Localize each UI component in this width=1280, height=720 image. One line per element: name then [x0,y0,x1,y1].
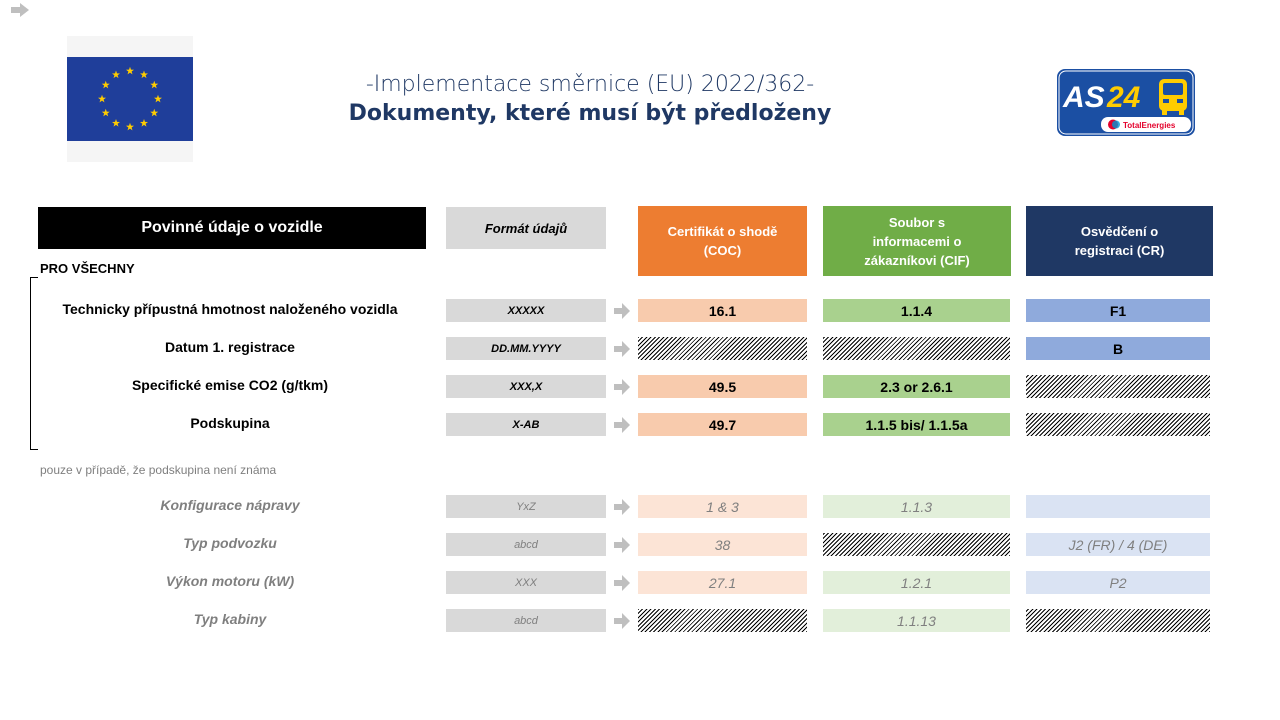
eu-star-icon [140,70,148,79]
cell-coc [638,337,807,360]
page-title-line1: -Implementace směrnice (EU) 2022/362- [365,72,815,97]
eu-star-icon [126,122,134,131]
row-label: Typ podvozku [183,535,277,551]
header-cif: Soubor s informacemi o zákazníkovi (CIF) [823,206,1011,276]
eu-flag [67,36,193,162]
cell-cr [1026,495,1210,518]
row-format: X-AB [446,413,606,436]
row-label: Datum 1. registrace [165,339,295,355]
arrow-right-icon [613,536,631,554]
eu-star-icon [101,108,110,117]
header-cr: Osvědčení o registraci (CR) [1026,206,1213,276]
header-mandatory-data: Povinné údaje o vozidle [38,207,426,249]
cell-coc: 27.1 [638,571,807,594]
cell-cif: 2.3 or 2.6.1 [823,375,1010,398]
header-coc-line2: (COC) [703,243,742,258]
logo-as-text: AS [1062,81,1105,114]
arrow-right-icon [613,612,631,630]
cell-cr: J2 (FR) / 4 (DE) [1026,533,1210,556]
header-data-format: Formát údajů [446,207,606,249]
logo-24-text: 24 [1106,81,1141,114]
eu-flag-field [67,57,193,141]
eu-star-icon [112,119,120,127]
row-format: abcd [446,609,606,632]
arrow-right-icon [613,498,631,516]
header-cif-line2: informacemi o [872,233,962,249]
row-label: Výkon motoru (kW) [165,573,295,589]
eu-stars-icon [98,66,162,131]
cell-cif: 1.1.5 bis/ 1.1.5a [823,413,1010,436]
arrow-right-icon [613,416,631,434]
cell-cif [823,533,1010,556]
cell-coc: 49.7 [638,413,807,436]
optional-note: pouze v případě, že podskupina není znám… [40,463,277,477]
cell-cif [823,337,1010,360]
section-label-all: PRO VŠECHNY [40,261,135,276]
eu-star-icon [140,119,148,127]
arrow-right-icon [613,378,631,396]
cell-coc [638,609,807,632]
header-cr-line2: registraci (CR) [1074,243,1165,258]
cell-cif: 1.1.13 [823,609,1010,632]
eu-star-icon [98,94,106,103]
row-label: Podskupina [190,415,270,431]
cell-cr: B [1026,337,1210,360]
row-format: XXX,X [446,375,606,398]
row-label: Konfigurace nápravy [160,497,300,513]
eu-star-icon [150,108,159,117]
cell-cif: 1.1.4 [823,299,1010,322]
header-coc-line1: Certifikát o shodě [667,224,778,239]
cell-coc: 38 [638,533,807,556]
cell-cr [1026,609,1210,632]
cell-coc: 1 & 3 [638,495,807,518]
nav-arrow-icon[interactable] [10,2,30,18]
row-label: Technicky přípustná hmotnost naloženého … [62,301,398,317]
cell-cr [1026,413,1210,436]
row-format: DD.MM.YYYY [446,337,606,360]
row-label: Specifické emise CO2 (g/tkm) [131,377,329,393]
arrow-right-icon [613,340,631,358]
eu-star-icon [150,80,159,89]
cell-cif: 1.1.3 [823,495,1010,518]
header-cr-line1: Osvědčení o [1080,224,1159,239]
logo-sub-text: TotalEnergies [1123,121,1176,130]
as24-logo: AS 24 TotalEnergies [1057,69,1195,136]
eu-star-icon [101,80,110,89]
arrow-right-icon [613,302,631,320]
cell-cif: 1.2.1 [823,571,1010,594]
header-cif-line3: zákazníkovi (CIF) [864,252,970,268]
cell-cr [1026,375,1210,398]
page-title-line2: Dokumenty, které musí být předloženy [348,101,832,126]
eu-star-icon [154,94,162,103]
truck-icon [1159,79,1187,115]
arrow-right-icon [613,574,631,592]
row-format: XXX [446,571,606,594]
cell-cr: P2 [1026,571,1210,594]
eu-star-icon [126,66,134,75]
header-coc: Certifikát o shodě (COC) [638,206,807,276]
header-cif-line1: Soubor s [888,214,946,230]
row-format: abcd [446,533,606,556]
row-label: Typ kabiny [193,611,267,627]
section-bracket [30,277,38,450]
row-format: XXXXX [446,299,606,322]
eu-star-icon [112,70,120,79]
cell-cr: F1 [1026,299,1210,322]
cell-coc: 16.1 [638,299,807,322]
row-format: YxZ [446,495,606,518]
cell-coc: 49.5 [638,375,807,398]
